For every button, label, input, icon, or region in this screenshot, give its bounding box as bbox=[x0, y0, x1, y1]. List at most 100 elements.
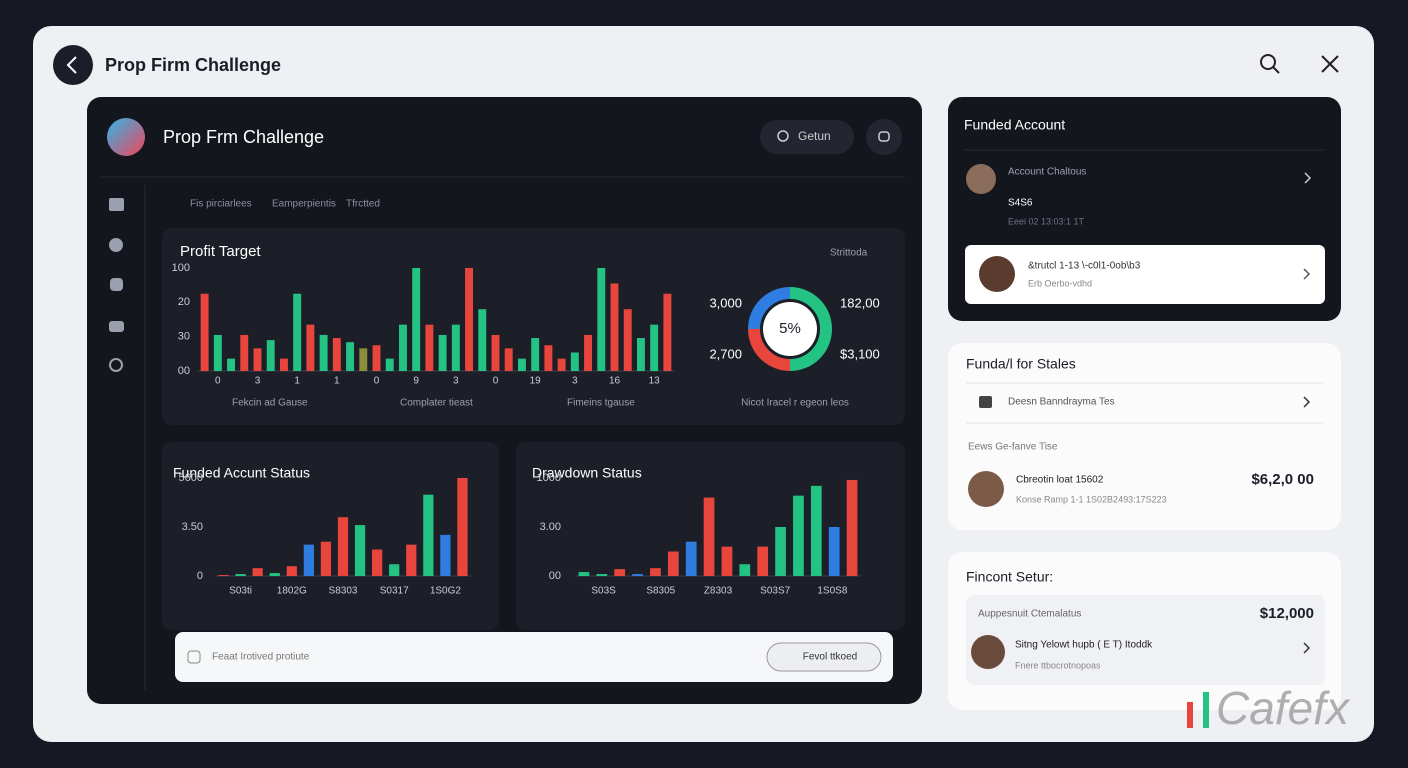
donut-segment bbox=[748, 287, 791, 330]
bell-glyph bbox=[878, 131, 890, 142]
bar bbox=[372, 345, 381, 371]
bar bbox=[346, 342, 355, 371]
y-axis-label: 00 bbox=[178, 365, 190, 377]
bar bbox=[584, 334, 593, 371]
bar bbox=[810, 485, 822, 576]
bar bbox=[517, 358, 526, 371]
search-placeholder: Getun bbox=[798, 129, 831, 143]
bar bbox=[491, 334, 500, 371]
chevron[interactable] bbox=[1303, 396, 1311, 408]
nav-home[interactable] bbox=[109, 198, 124, 211]
bar bbox=[266, 340, 275, 371]
nav-sync[interactable] bbox=[110, 278, 123, 291]
bar bbox=[240, 334, 249, 371]
search-box[interactable] bbox=[760, 120, 854, 154]
nav-stats[interactable] bbox=[109, 238, 123, 252]
person-meta: Fnere ttbocrotnopoas bbox=[1015, 660, 1101, 670]
avatar bbox=[971, 635, 1005, 669]
search-glyph bbox=[777, 130, 789, 142]
y-axis-label: 20 bbox=[178, 296, 190, 308]
back-button[interactable] bbox=[53, 45, 93, 85]
panel-title: Funda/l for Stales bbox=[966, 356, 1076, 372]
card-title: Profit Target bbox=[180, 243, 261, 260]
x-axis-label: 1S0S8 bbox=[817, 586, 847, 597]
bar bbox=[557, 358, 566, 371]
watermark-candle bbox=[1203, 692, 1209, 728]
bar bbox=[235, 574, 246, 576]
nav-user[interactable] bbox=[109, 321, 124, 332]
bar bbox=[306, 324, 315, 371]
x-axis-label: 9 bbox=[413, 376, 419, 387]
bar bbox=[757, 546, 769, 576]
bar bbox=[385, 358, 394, 371]
x-axis-label: 0 bbox=[374, 376, 380, 387]
bar bbox=[478, 309, 487, 371]
card-title: Drawdown Status bbox=[532, 465, 642, 481]
nav-refresh[interactable] bbox=[109, 358, 123, 372]
x-axis-label: 13 bbox=[649, 376, 661, 387]
account-item[interactable] bbox=[965, 245, 1325, 304]
bar bbox=[354, 525, 366, 576]
close-button[interactable] bbox=[1321, 55, 1339, 73]
x-axis-label: 16 bbox=[609, 376, 621, 387]
bar bbox=[610, 283, 619, 371]
legend-item: Fekcin ad Gause bbox=[232, 398, 308, 409]
bar bbox=[332, 338, 341, 371]
bar bbox=[570, 352, 579, 371]
footer-button[interactable] bbox=[766, 642, 882, 672]
bar bbox=[253, 348, 262, 371]
search-icon[interactable] bbox=[1260, 54, 1276, 70]
x-axis-label: 1S0G2 bbox=[430, 586, 462, 597]
bar bbox=[372, 549, 383, 576]
watermark-candle bbox=[1187, 702, 1193, 728]
bar bbox=[412, 268, 421, 371]
x-axis-label: S03ti bbox=[229, 586, 252, 597]
watermark: Cafefx bbox=[1216, 682, 1351, 734]
x-axis-label: S03S7 bbox=[760, 586, 790, 597]
setup-label: Auppesnuit Ctemalatus bbox=[978, 609, 1081, 620]
bar bbox=[406, 544, 417, 576]
footer-input: Feaat Irotived protiute bbox=[212, 652, 310, 663]
bar bbox=[531, 338, 540, 371]
bar bbox=[359, 348, 368, 371]
bar bbox=[227, 358, 236, 371]
donut-side-label: 182,00 bbox=[840, 295, 880, 310]
chevron[interactable] bbox=[1303, 642, 1311, 654]
donut-segment bbox=[748, 328, 791, 371]
x-axis-label: 1802G bbox=[277, 586, 307, 597]
notifications-button[interactable] bbox=[866, 119, 902, 155]
person-meta: Konse Ramp 1-1 1S02B2493:17S223 bbox=[1016, 494, 1167, 504]
sidebar-icons bbox=[109, 198, 124, 372]
donut-side-label: $3,100 bbox=[840, 346, 880, 361]
bar bbox=[636, 338, 645, 371]
lock-icon bbox=[979, 396, 992, 408]
bar bbox=[279, 358, 288, 371]
breadcrumb: Tfrctted bbox=[346, 199, 380, 210]
panel-title: Funded Account bbox=[964, 117, 1065, 133]
y-axis-label: 5600 bbox=[179, 472, 203, 484]
bar bbox=[703, 497, 715, 576]
chevron bbox=[1303, 268, 1311, 280]
app-logo bbox=[107, 118, 145, 156]
avatar bbox=[968, 471, 1004, 507]
bar bbox=[440, 534, 451, 576]
footer-button-label: Fevol ttkoed bbox=[803, 652, 857, 663]
chevron[interactable] bbox=[1304, 172, 1312, 184]
back-icon bbox=[66, 56, 77, 74]
bar bbox=[293, 293, 302, 371]
bar bbox=[269, 573, 280, 576]
y-axis-label: 100 bbox=[172, 262, 190, 274]
x-axis-label: S03S bbox=[591, 586, 616, 597]
bar bbox=[218, 575, 229, 576]
dashboard-title: Prop Frm Challenge bbox=[163, 127, 324, 147]
bar bbox=[663, 293, 672, 371]
card-title: Funded Accunt Status bbox=[173, 465, 310, 481]
amount: $6,2,0 00 bbox=[1251, 471, 1314, 488]
funded-card bbox=[162, 442, 499, 630]
bar bbox=[200, 293, 209, 371]
person-name: Cbreotin loat 15602 bbox=[1016, 475, 1104, 486]
bar bbox=[398, 324, 407, 371]
bar bbox=[465, 268, 474, 371]
breadcrumb: Fis pirciarlees bbox=[190, 199, 252, 210]
setup-box bbox=[966, 595, 1325, 685]
